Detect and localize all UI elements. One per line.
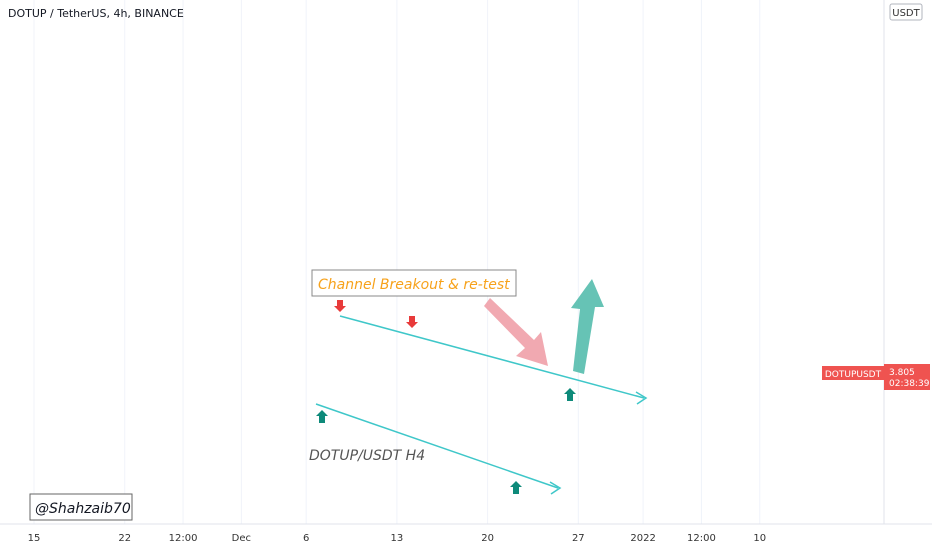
time-tick-label: 20 — [481, 533, 494, 544]
breakout-label-box: Channel Breakout & re-test — [311, 269, 517, 297]
author-box: @Shahzaib70 — [29, 493, 133, 521]
target-arrow — [571, 279, 604, 374]
channel-lower-arrowhead — [549, 481, 562, 495]
last-price-badge: DOTUPUSDT 3.805 02:38:39 — [822, 364, 930, 390]
channel-upper-arrowhead — [635, 391, 648, 405]
time-axis[interactable]: 15 22 12:00 Dec 6 13 20 27 2022 12:00 10 — [28, 533, 766, 544]
time-tick-label: 15 — [28, 533, 41, 544]
channel-lower-line — [315, 403, 559, 489]
time-tick-label: Dec — [232, 533, 251, 544]
up-arrow-marker — [316, 410, 328, 423]
price-axis-panel — [884, 0, 932, 524]
chart-title: DOTUP / TetherUS, 4h, BINANCE — [8, 7, 184, 20]
up-arrow-marker — [510, 481, 522, 494]
currency-badge[interactable]: USDT — [889, 3, 923, 21]
time-tick-label: 13 — [391, 533, 404, 544]
retest-arrow — [484, 298, 548, 366]
currency-badge-text: USDT — [892, 8, 920, 19]
channel-upper-line — [339, 315, 645, 399]
time-tick-label: 22 — [118, 533, 131, 544]
signal-markers — [316, 300, 576, 494]
down-arrow-marker — [406, 316, 418, 328]
time-tick-label: 10 — [753, 533, 766, 544]
breakout-label: Channel Breakout & re-test — [318, 277, 510, 293]
time-tick-label: 6 — [303, 533, 309, 544]
last-price-value: 3.805 — [889, 368, 915, 378]
pair-label: DOTUP/USDT H4 — [309, 448, 425, 464]
time-tick-label: 12:00 — [687, 533, 716, 544]
last-price-countdown: 02:38:39 — [889, 379, 930, 389]
time-tick-label: 27 — [572, 533, 585, 544]
down-arrow-marker — [334, 300, 346, 312]
grid-lines — [33, 0, 761, 524]
up-arrow-marker — [564, 388, 576, 401]
last-price-symbol: DOTUPUSDT — [825, 370, 882, 380]
time-tick-label: 12:00 — [169, 533, 198, 544]
author-label: @Shahzaib70 — [35, 501, 131, 517]
time-tick-label: 2022 — [630, 533, 655, 544]
channel — [315, 315, 648, 495]
